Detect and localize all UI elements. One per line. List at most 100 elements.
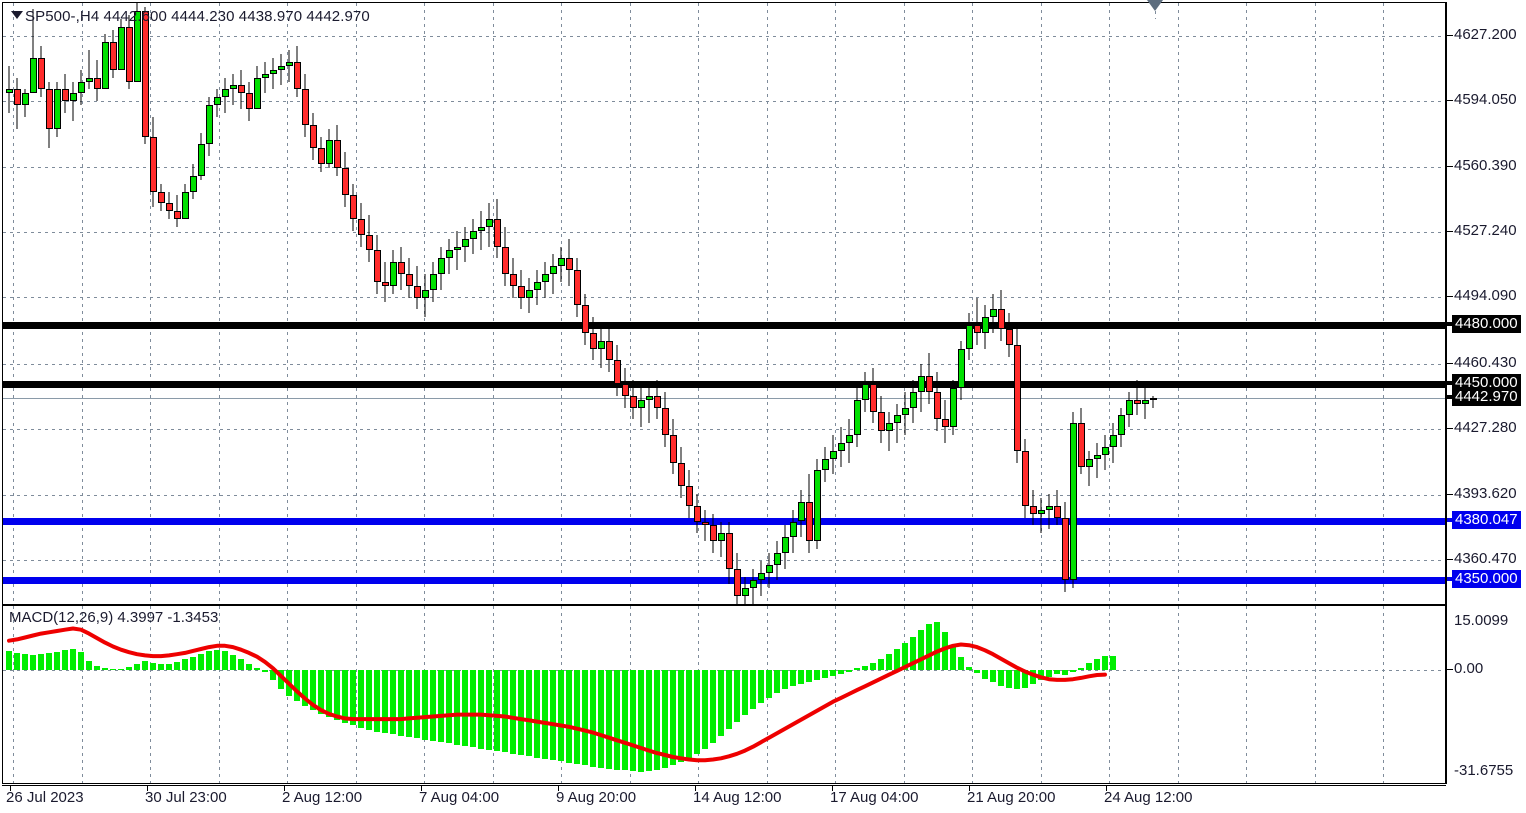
candlestick[interactable] — [717, 3, 725, 604]
candlestick[interactable] — [829, 3, 837, 604]
candlestick[interactable] — [805, 3, 813, 604]
candlestick[interactable] — [69, 3, 77, 604]
candlestick[interactable] — [669, 3, 677, 604]
candlestick[interactable] — [1093, 3, 1101, 604]
candlestick[interactable] — [173, 3, 181, 604]
candlestick[interactable] — [533, 3, 541, 604]
candlestick[interactable] — [77, 3, 85, 604]
candlestick[interactable] — [477, 3, 485, 604]
candlestick[interactable] — [909, 3, 917, 604]
candlestick[interactable] — [1141, 3, 1149, 604]
candlestick[interactable] — [1053, 3, 1061, 604]
candlestick[interactable] — [645, 3, 653, 604]
candlestick[interactable] — [189, 3, 197, 604]
level-line-4380-047[interactable] — [3, 518, 1445, 525]
candlestick[interactable] — [629, 3, 637, 604]
level-line-4450-000[interactable] — [3, 381, 1445, 388]
candlestick[interactable] — [941, 3, 949, 604]
candlestick[interactable] — [1021, 3, 1029, 604]
candlestick[interactable] — [981, 3, 989, 604]
triangle-down-icon[interactable] — [11, 11, 23, 19]
candlestick[interactable] — [597, 3, 605, 604]
candlestick[interactable] — [365, 3, 373, 604]
candlestick[interactable] — [445, 3, 453, 604]
candlestick[interactable] — [885, 3, 893, 604]
candlestick[interactable] — [541, 3, 549, 604]
candlestick[interactable] — [1029, 3, 1037, 604]
candlestick[interactable] — [549, 3, 557, 604]
candlestick[interactable] — [125, 3, 133, 604]
candlestick[interactable] — [21, 3, 29, 604]
candlestick[interactable] — [1045, 3, 1053, 604]
candlestick[interactable] — [413, 3, 421, 604]
candlestick[interactable] — [437, 3, 445, 604]
candlestick[interactable] — [949, 3, 957, 604]
candlestick[interactable] — [141, 3, 149, 604]
candlestick[interactable] — [661, 3, 669, 604]
candlestick[interactable] — [677, 3, 685, 604]
candlestick[interactable] — [853, 3, 861, 604]
candlestick[interactable] — [973, 3, 981, 604]
candlestick[interactable] — [557, 3, 565, 604]
candlestick[interactable] — [773, 3, 781, 604]
candlestick[interactable] — [341, 3, 349, 604]
candlestick[interactable] — [517, 3, 525, 604]
candlestick[interactable] — [693, 3, 701, 604]
candlestick[interactable] — [733, 3, 741, 604]
candlestick[interactable] — [493, 3, 501, 604]
candlestick[interactable] — [317, 3, 325, 604]
candlestick[interactable] — [261, 3, 269, 604]
candlestick[interactable] — [573, 3, 581, 604]
candlestick[interactable] — [1117, 3, 1125, 604]
candlestick[interactable] — [181, 3, 189, 604]
candlestick[interactable] — [869, 3, 877, 604]
candlestick[interactable] — [653, 3, 661, 604]
level-line-4442-970[interactable] — [3, 398, 1445, 399]
candlestick[interactable] — [405, 3, 413, 604]
candlestick[interactable] — [725, 3, 733, 604]
candlestick[interactable] — [109, 3, 117, 604]
candlestick[interactable] — [381, 3, 389, 604]
candlestick[interactable] — [813, 3, 821, 604]
candlestick[interactable] — [157, 3, 165, 604]
crosshair-marker-icon[interactable] — [1147, 0, 1163, 11]
level-line-4350-000[interactable] — [3, 577, 1445, 584]
chart-frame[interactable]: SP500-,H4 4442.600 4444.230 4438.970 444… — [2, 2, 1446, 784]
candlestick[interactable] — [349, 3, 357, 604]
candlestick[interactable] — [325, 3, 333, 604]
candlestick[interactable] — [1101, 3, 1109, 604]
candlestick[interactable] — [453, 3, 461, 604]
candlestick[interactable] — [253, 3, 261, 604]
candlestick[interactable] — [61, 3, 69, 604]
candlestick[interactable] — [13, 3, 21, 604]
candlestick[interactable] — [1149, 3, 1157, 604]
candlestick[interactable] — [277, 3, 285, 604]
candlestick[interactable] — [333, 3, 341, 604]
candlestick[interactable] — [925, 3, 933, 604]
level-line-4480-000[interactable] — [3, 322, 1445, 329]
candlestick[interactable] — [565, 3, 573, 604]
candlestick[interactable] — [797, 3, 805, 604]
candlestick[interactable] — [117, 3, 125, 604]
candlestick[interactable] — [293, 3, 301, 604]
candlestick[interactable] — [501, 3, 509, 604]
candlestick[interactable] — [309, 3, 317, 604]
candlestick[interactable] — [637, 3, 645, 604]
price-scale[interactable]: 4627.200 4594.050 4560.390 4527.240 4494.090… — [1447, 2, 1526, 784]
candlestick[interactable] — [509, 3, 517, 604]
candlestick[interactable] — [965, 3, 973, 604]
price-pane[interactable]: SP500-,H4 4442.600 4444.230 4438.970 444… — [3, 3, 1445, 604]
candlestick[interactable] — [837, 3, 845, 604]
candlestick[interactable] — [397, 3, 405, 604]
candlestick[interactable] — [933, 3, 941, 604]
candlestick[interactable] — [1013, 3, 1021, 604]
candlestick[interactable] — [845, 3, 853, 604]
candlestick[interactable] — [749, 3, 757, 604]
candlestick[interactable] — [389, 3, 397, 604]
candlestick[interactable] — [301, 3, 309, 604]
candlestick[interactable] — [5, 3, 13, 604]
candlestick[interactable] — [621, 3, 629, 604]
candlestick[interactable] — [485, 3, 493, 604]
candlestick[interactable] — [229, 3, 237, 604]
candlestick[interactable] — [269, 3, 277, 604]
